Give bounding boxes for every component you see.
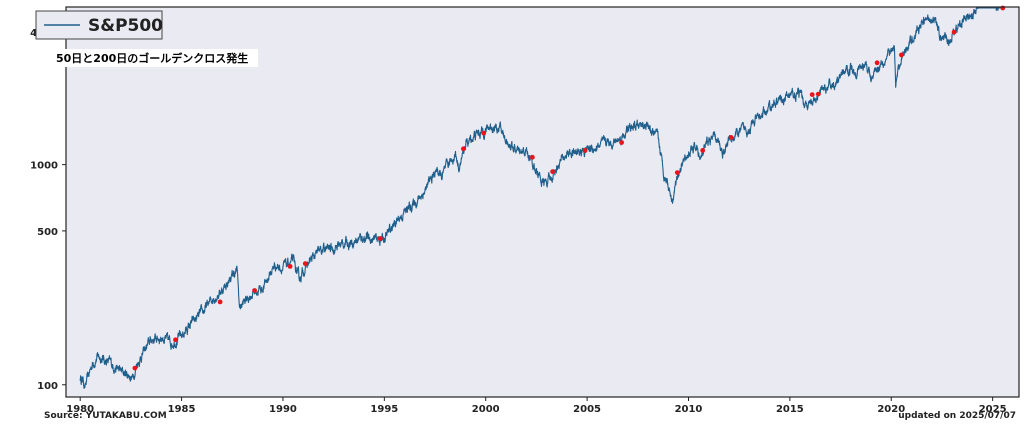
golden-cross-marker — [951, 29, 957, 35]
x-tick-label: 1980 — [66, 404, 94, 415]
golden-cross-marker — [582, 148, 588, 153]
golden-cross-marker — [700, 148, 706, 153]
x-tick-label: 1990 — [269, 404, 297, 415]
golden-cross-marker — [481, 130, 487, 136]
golden-cross-marker — [461, 146, 466, 152]
x-tick-label: 2025 — [979, 404, 1007, 415]
x-tick-label: 2010 — [675, 404, 703, 415]
golden-cross-marker — [252, 288, 257, 293]
y-tick-label: 100 — [37, 381, 58, 392]
x-tick-label: 1985 — [168, 404, 196, 415]
golden-cross-marker — [809, 92, 815, 97]
plot-frame — [65, 6, 1020, 398]
golden-cross-marker — [619, 140, 624, 145]
golden-cross-marker — [530, 154, 535, 160]
golden-cross-marker — [874, 60, 880, 66]
x-tick-label: 2005 — [573, 404, 601, 415]
golden-cross-marker — [1000, 5, 1006, 11]
series-layer — [79, 7, 1004, 389]
y-tick-label: 500 — [37, 227, 58, 238]
x-tick-label: 2015 — [776, 404, 804, 415]
annotation: 50日と200日のゴールデンクロス発生 — [52, 49, 258, 67]
golden-cross-marker — [899, 52, 904, 58]
updated-date: updated on 2025/07/07 — [898, 411, 1016, 421]
annotation-text: 50日と200日のゴールデンクロス発生 — [56, 51, 248, 65]
golden-cross-marker — [287, 264, 293, 269]
golden-cross-marker — [132, 365, 138, 371]
source-credit: Source: YUTAKABU.COM — [44, 411, 167, 421]
golden-cross-marker — [674, 170, 680, 176]
y-tick-label: 1000 — [30, 161, 58, 172]
golden-cross-marker — [728, 135, 734, 140]
golden-cross-marker — [173, 337, 178, 343]
legend-label: S&P500 — [88, 16, 163, 36]
x-tick-label: 2000 — [472, 404, 500, 415]
golden-cross-marker — [550, 169, 555, 175]
plot-area — [66, 7, 1019, 397]
golden-cross-marker — [217, 299, 223, 305]
annotation-box — [52, 49, 258, 67]
x-tick-label: 2020 — [877, 404, 905, 415]
series-line-sp500 — [79, 7, 1004, 389]
golden-cross-markers — [132, 5, 1006, 371]
legend: S&P500 — [35, 10, 163, 40]
x-tick-label: 1995 — [370, 404, 398, 415]
golden-cross-marker — [377, 236, 383, 241]
golden-cross-marker — [302, 261, 308, 266]
golden-cross-marker — [815, 91, 821, 97]
